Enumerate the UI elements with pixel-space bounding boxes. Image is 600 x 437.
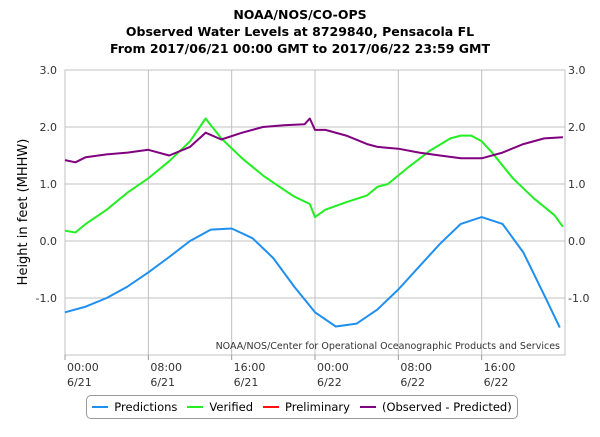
- x-axis: 00:00 6/21 08:00 6/21 16:00 6/21 00:00 6/22 08:0…: [64, 355, 516, 389]
- x-tick-date: 6/21: [150, 376, 175, 389]
- series-lines: [64, 117, 564, 329]
- x-tick-time: 08:00: [400, 361, 432, 374]
- legend-swatch-predictions: [92, 406, 109, 408]
- chart-legend: Predictions Verified Preliminary (Observ…: [86, 395, 518, 419]
- chart-titles: NOAA/NOS/CO-OPS Observed Water Levels at…: [0, 6, 600, 57]
- legend-swatch-verified: [187, 406, 204, 408]
- x-tick-date: 6/22: [484, 376, 509, 389]
- x-tick-date: 6/22: [400, 376, 425, 389]
- series-line-verified: [64, 117, 564, 234]
- y-tick-label-right: 2.0: [568, 121, 586, 134]
- series-line-predictions: [64, 216, 561, 329]
- series-line-observed-minus-predicted: [64, 117, 563, 164]
- legend-label-predictions: Predictions: [114, 400, 178, 414]
- legend-swatch-preliminary: [263, 406, 279, 408]
- y-tick-label: 3.0: [40, 64, 58, 77]
- y-axis-label: Height in feet (MHHW): [16, 139, 31, 286]
- y-tick-label: 0.0: [40, 235, 58, 248]
- legend-label-preliminary: Preliminary: [285, 400, 350, 414]
- legend-item-predictions[interactable]: Predictions: [92, 400, 177, 414]
- legend-item-verified[interactable]: Verified: [187, 400, 253, 414]
- chart-title: NOAA/NOS/CO-OPS: [233, 7, 367, 22]
- x-tick-date: 6/21: [234, 376, 259, 389]
- y-tick-label-right: 1.0: [568, 178, 586, 191]
- chart-subtitle-range: From 2017/06/21 00:00 GMT to 2017/06/22 …: [110, 41, 490, 56]
- x-tick-date: 6/21: [67, 376, 92, 389]
- chart-subtitle-station: Observed Water Levels at 8729840, Pensac…: [125, 24, 475, 39]
- x-tick-time: 16:00: [484, 361, 516, 374]
- y-axis-left: 3.0 2.0 1.0 0.0 -1.0: [36, 64, 57, 305]
- credit-text: NOAA/NOS/Center for Operational Oceanogr…: [216, 341, 560, 352]
- y-tick-label: -1.0: [36, 292, 57, 305]
- y-tick-label: 1.0: [40, 178, 58, 191]
- y-tick-label-right: -1.0: [568, 292, 589, 305]
- y-tick-label-right: 3.0: [568, 64, 586, 77]
- x-tick-time: 08:00: [150, 361, 182, 374]
- grid-lines: [64, 69, 565, 355]
- x-tick-time: 00:00: [317, 361, 349, 374]
- legend-label-observed-minus-predicted: (Observed - Predicted): [381, 400, 512, 414]
- y-tick-label: 2.0: [40, 121, 58, 134]
- y-tick-label-right: 0.0: [568, 235, 586, 248]
- x-tick-time: 00:00: [67, 361, 99, 374]
- y-axis-right: 3.0 2.0 1.0 0.0 -1.0: [568, 64, 589, 305]
- x-tick-date: 6/22: [317, 376, 342, 389]
- legend-item-observed-minus-predicted[interactable]: (Observed - Predicted): [359, 400, 512, 414]
- x-tick-time: 16:00: [234, 361, 266, 374]
- legend-label-verified: Verified: [209, 400, 253, 414]
- legend-item-preliminary[interactable]: Preliminary: [263, 400, 350, 414]
- legend-swatch-observed-minus-predicted: [359, 406, 376, 408]
